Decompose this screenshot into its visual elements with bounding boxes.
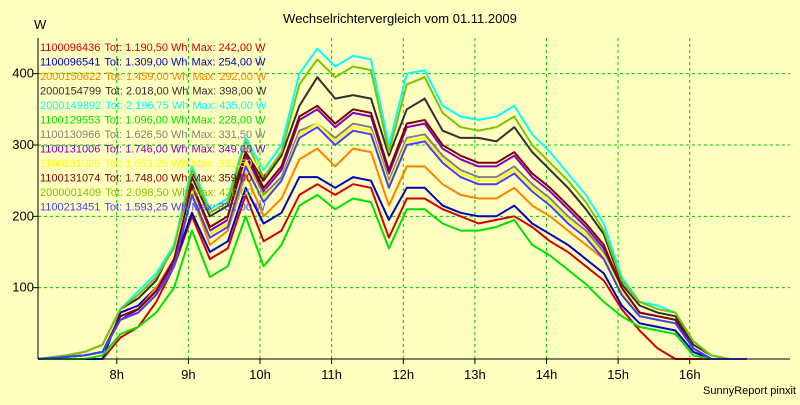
legend-series-max: Max: 292,00 W <box>192 71 267 83</box>
x-tick-label: 13h <box>464 367 486 382</box>
y-tick-label: 300 <box>12 137 34 152</box>
legend-series-max: Max: 254,00 W <box>192 57 267 69</box>
legend-entry: 1100131074 Tot: 1.748,00 Wh Max: 359,00 W <box>40 173 266 185</box>
legend-series-name: 2000154799 <box>40 86 101 98</box>
y-axis-label: W <box>34 17 47 32</box>
legend-entry: 2000149892 Tot: 2.196,75 Wh Max: 435,00 W <box>40 100 267 112</box>
legend-series-max: Max: 420,00 W <box>192 187 267 199</box>
legend-series-name: 1100096541 <box>40 57 100 69</box>
x-tick-label: 15h <box>607 367 629 382</box>
y-tick-label: 100 <box>12 280 34 295</box>
legend-entry: 2000154799 Tot: 2.018,00 Wh Max: 398,00 W <box>40 86 267 98</box>
chart-title: Wechselrichtervergleich vom 01.11.2009 <box>283 11 517 26</box>
series-line-1100213451 <box>37 126 747 360</box>
legend-entry: 1100213451 Tot: 1.593,25 Wh Max: 331,00 W <box>40 202 266 214</box>
legend-series-max: Max: 359,00 W <box>192 173 267 185</box>
legend-series-total: Tot: 1.459,00 Wh <box>105 71 188 83</box>
legend-series-total: Tot: 1.626,50 Wh <box>104 129 187 141</box>
legend-series-total: Tot: 1.096,00 Wh <box>104 115 187 127</box>
legend-series-total: Tot: 1.748,00 Wh <box>104 173 187 185</box>
x-tick-label: 14h <box>536 367 558 382</box>
y-tick-label: 400 <box>12 66 34 81</box>
footer-credit: SunnyReport pinxit <box>703 385 796 397</box>
legend-entry: 1100096436 Tot: 1.190,50 Wh Max: 242,00 W <box>40 42 266 54</box>
legend-series-total: Tot: 1.653,25 Wh <box>104 158 187 170</box>
series-line-1100131074 <box>37 104 747 360</box>
legend-series-name: 2000150622 <box>40 71 101 83</box>
x-tick-label: 8h <box>110 367 124 382</box>
legend-entry: 1100131006 Tot: 1.746,00 Wh Max: 349,00 W <box>40 144 266 156</box>
legend-entry: 1100130966 Tot: 1.626,50 Wh Max: 331,50 W <box>40 129 266 141</box>
legend-series-max: Max: 331,00 W <box>192 202 267 214</box>
axis-layer <box>37 38 790 360</box>
series-layer <box>37 47 747 360</box>
legend-series-max: Max: 331,50 W <box>192 129 267 141</box>
y-tick-label: 200 <box>12 208 34 223</box>
x-tick-label: 9h <box>181 367 195 382</box>
series-line-2000001409 <box>37 58 747 360</box>
legend-series-name: 1100129553 <box>40 115 100 127</box>
legend-series-name: 1100213451 <box>40 202 100 214</box>
legend-series-max: Max: 332,50 W <box>192 158 267 170</box>
series-line-1100129553 <box>38 193 747 360</box>
legend-series-max: Max: 228,00 W <box>192 115 267 127</box>
legend-series-name: 1100131006 <box>40 144 100 156</box>
legend-series-total: Tot: 1.746,00 Wh <box>104 144 187 156</box>
legend-series-name: 1100096436 <box>40 42 100 54</box>
legend-entry: 1100131025 Tot: 1.653,25 Wh Max: 332,50 W <box>40 158 266 170</box>
legend-series-name: 1100130966 <box>40 129 100 141</box>
legend-entry: 2000001409 Tot: 2.098,50 Wh Max: 420,00 W <box>40 187 267 199</box>
x-tick-label: 12h <box>392 367 414 382</box>
x-tick-label: 11h <box>321 367 342 382</box>
tick-labels: 8h 9h 10h 11h 12h 13h 14h 15h 16h 100 200 300 400 <box>12 66 700 382</box>
legend-series-max: Max: 349,00 W <box>192 144 267 156</box>
legend-series-total: Tot: 2.018,00 Wh <box>105 86 188 98</box>
legend-series-max: Max: 398,00 W <box>192 86 267 98</box>
legend-series-max: Max: 435,00 W <box>192 100 267 112</box>
legend-entry: 1100096541 Tot: 1.309,00 Wh Max: 254,00 W <box>40 57 266 69</box>
x-tick-label: 10h <box>249 367 271 382</box>
legend-series-total: Tot: 1.593,25 Wh <box>104 202 187 214</box>
series-line-2000149892 <box>37 47 747 360</box>
series-line-1100096436 <box>38 183 747 360</box>
legend-series-total: Tot: 2.196,75 Wh <box>105 100 188 112</box>
legend-series-name: 1100131025 <box>40 158 100 170</box>
legend: 1100096436 Tot: 1.190,50 Wh Max: 242,00 W1… <box>40 42 267 214</box>
legend-series-total: Tot: 1.309,00 Wh <box>104 57 187 69</box>
legend-series-total: Tot: 2.098,50 Wh <box>105 187 188 199</box>
legend-entry: 1100129553 Tot: 1.096,00 Wh Max: 228,00 W <box>40 115 266 127</box>
legend-series-name: 2000001409 <box>40 187 101 199</box>
legend-series-name: 2000149892 <box>40 100 101 112</box>
x-tick-label: 16h <box>679 367 701 382</box>
legend-series-total: Tot: 1.190,50 Wh <box>104 42 187 54</box>
legend-series-name: 1100131074 <box>40 173 100 185</box>
legend-series-max: Max: 242,00 W <box>192 42 267 54</box>
legend-entry: 2000150622 Tot: 1.459,00 Wh Max: 292,00 W <box>40 71 267 83</box>
